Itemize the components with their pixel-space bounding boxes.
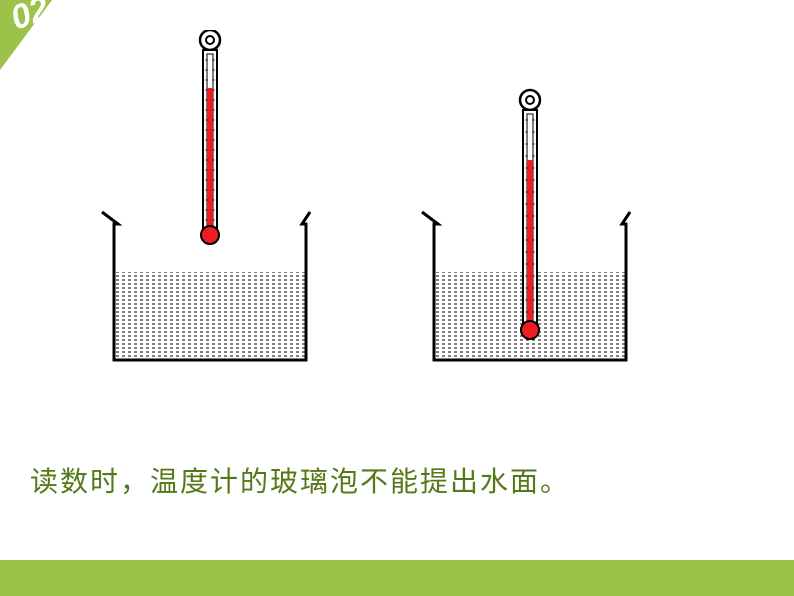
setup-incorrect: [102, 30, 310, 360]
setup-correct: [422, 90, 630, 360]
diagram-area: [0, 30, 794, 390]
caption-text: 读数时，温度计的玻璃泡不能提出水面。: [30, 460, 570, 500]
thermometer-1: [200, 30, 220, 244]
bottom-bar: [0, 560, 794, 596]
thermometer-2: [520, 90, 540, 339]
